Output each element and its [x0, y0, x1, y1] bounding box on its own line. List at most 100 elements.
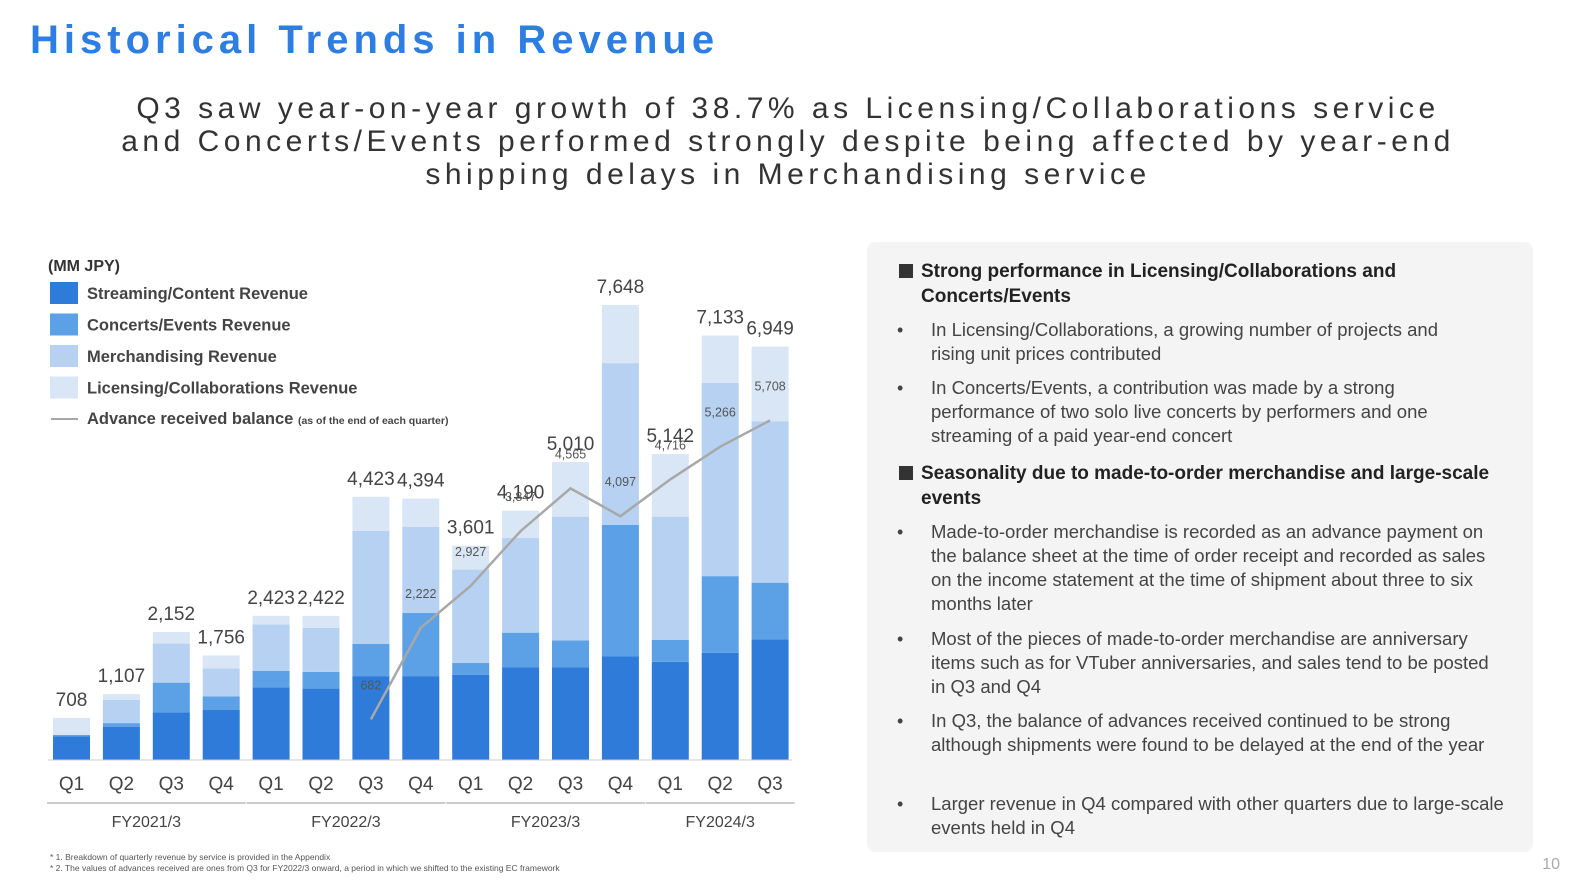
- subtitle-line: and Concerts/Events performed strongly d…: [121, 125, 1455, 158]
- advance-value-label: 4,565: [555, 447, 586, 461]
- legend-swatch: [50, 376, 78, 399]
- bar-segment: [202, 668, 240, 697]
- category-label: Q2: [109, 774, 134, 795]
- bar-segment: [152, 643, 190, 683]
- advance-value-label: 682: [360, 678, 381, 692]
- bar-segment: [402, 498, 440, 527]
- total-label: 6,949: [746, 319, 794, 340]
- total-label: 2,152: [148, 604, 196, 625]
- page-title: Historical Trends in Revenue: [30, 18, 720, 62]
- bar-segment: [452, 663, 490, 675]
- square-bullet-icon: [899, 466, 913, 480]
- category-label: Q3: [757, 774, 782, 795]
- bar-segment: [601, 363, 639, 525]
- bar-segment: [202, 655, 240, 669]
- bullet-dot-icon: •: [897, 522, 904, 542]
- bar-segment: [252, 624, 290, 671]
- bar-segment: [302, 627, 340, 672]
- bullet-dot-icon: •: [897, 378, 904, 398]
- bullet-item: • In Q3, the balance of advances receive…: [897, 710, 1485, 755]
- bar-segment: [601, 524, 639, 657]
- total-label: 7,648: [597, 277, 645, 298]
- subtitle-line: Q3 saw year-on-year growth of 38.7% as L…: [136, 92, 1440, 125]
- bullet-item: • Made-to-order merchandise is recorded …: [897, 521, 1486, 614]
- bar-segment: [651, 516, 689, 640]
- bar-segment: [302, 688, 340, 760]
- bar-segment: [102, 699, 140, 724]
- bar-segment: [601, 656, 639, 760]
- total-label: 2,422: [297, 588, 345, 609]
- category-label: Q3: [159, 774, 184, 795]
- category-label: Q1: [458, 774, 483, 795]
- bar-segment: [751, 639, 789, 760]
- fiscal-year-label: FY2022/3: [311, 814, 380, 831]
- bar-segment: [152, 682, 190, 713]
- advance-balance-line: [369, 419, 771, 721]
- bar-segment: [53, 717, 90, 736]
- bar-segment: [352, 643, 390, 677]
- fiscal-year-label: FY2024/3: [686, 814, 755, 831]
- total-label: 4,190: [497, 483, 545, 504]
- category-label: Q4: [408, 774, 434, 795]
- total-label: 2,423: [247, 588, 295, 609]
- page-subtitle: Q3 saw year-on-year growth of 38.7% as L…: [20, 92, 1556, 191]
- bar-segment: [701, 652, 739, 760]
- bar-segment: [152, 712, 190, 760]
- bar-segment: [751, 582, 789, 640]
- advance-value-label: 4,097: [605, 475, 636, 489]
- bar-segment: [701, 382, 739, 577]
- category-label: Q3: [358, 774, 383, 795]
- total-label: 5,142: [647, 426, 695, 447]
- bullet-item: • In Concerts/Events, a contribution was…: [897, 377, 1428, 446]
- bar-segment: [352, 496, 390, 531]
- commentary-panel: Strong performance in Licensing/Collabor…: [867, 242, 1533, 852]
- bullet-item: • Most of the pieces of made-to-order me…: [897, 628, 1489, 697]
- legend-label: Concerts/Events Revenue: [87, 317, 291, 335]
- total-label: 7,133: [696, 308, 744, 329]
- advance-value-label: 5,708: [754, 379, 785, 393]
- bar-segment: [252, 615, 290, 625]
- subtitle-line: shipping delays in Merchandising service: [425, 158, 1151, 191]
- bar-segment: [102, 694, 140, 700]
- bar-segment: [502, 538, 540, 633]
- fiscal-year-label: FY2023/3: [511, 814, 580, 831]
- advance-value-label: 2,927: [455, 545, 486, 559]
- bar-segment: [302, 671, 340, 689]
- bar-segment: [302, 615, 340, 628]
- page-number: 10: [1542, 856, 1560, 873]
- legend-swatch: [50, 313, 78, 336]
- fiscal-year-label: FY2021/3: [112, 814, 181, 831]
- bar-segment: [452, 545, 490, 570]
- bar-segment: [352, 530, 390, 644]
- category-label: Q3: [558, 774, 583, 795]
- bullet-dot-icon: •: [897, 711, 904, 731]
- square-bullet-icon: [899, 264, 913, 278]
- bar-segment: [252, 687, 290, 760]
- bar-segment: [751, 421, 789, 583]
- category-label: Q1: [258, 774, 283, 795]
- bullet-item: • In Licensing/Collaborations, a growing…: [897, 319, 1438, 364]
- advance-value-label: 5,266: [705, 406, 736, 420]
- footnote: * 2. The values of advances received are…: [50, 863, 560, 873]
- bar-segment: [751, 346, 789, 422]
- bar-segment: [252, 670, 290, 688]
- category-label: Q1: [59, 774, 84, 795]
- category-label: Q2: [508, 774, 533, 795]
- bar-segment: [552, 667, 589, 760]
- advance-value-label: 2,222: [405, 587, 436, 601]
- total-label: 3,601: [447, 518, 495, 539]
- bar-segment: [552, 640, 589, 668]
- bar-segment: [53, 736, 90, 760]
- category-label: Q4: [608, 774, 634, 795]
- bar-segment: [701, 576, 739, 653]
- total-label: 5,010: [547, 434, 595, 455]
- bar-segment: [502, 667, 540, 760]
- footnotes: * 1. Breakdown of quarterly revenue by s…: [50, 852, 560, 874]
- category-label: Q4: [209, 774, 235, 795]
- total-label: 708: [56, 690, 88, 711]
- bar-segment: [202, 710, 240, 760]
- bar-segment: [651, 454, 689, 517]
- bar-segment: [452, 569, 490, 664]
- category-label: Q2: [708, 774, 733, 795]
- bar-segment: [502, 510, 540, 539]
